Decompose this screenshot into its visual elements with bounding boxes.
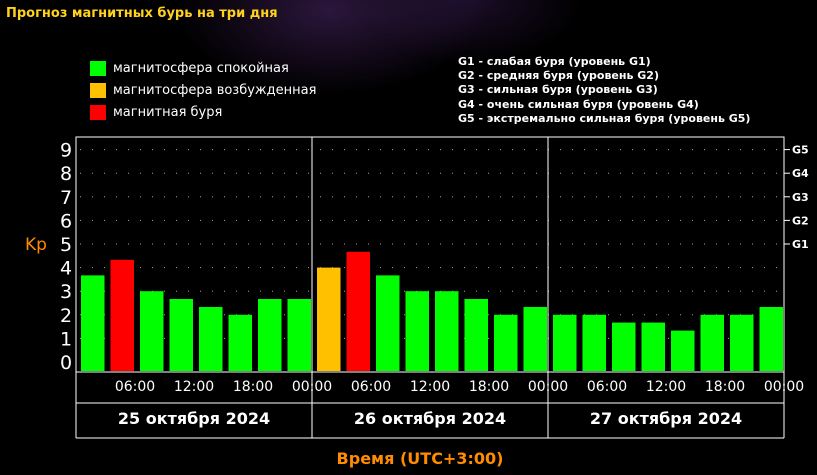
y-tick-label: 7: [60, 187, 72, 209]
x-tick-label: 06:00: [351, 379, 391, 395]
x-tick-label: 06:00: [587, 379, 627, 395]
x-tick-label: 12:00: [646, 379, 686, 395]
legend-item-storm: магнитная буря: [90, 101, 316, 123]
kp-bar: [169, 298, 193, 371]
legend-label-storm: магнитная буря: [113, 104, 223, 120]
page-title: Прогноз магнитных бурь на три дня: [6, 6, 278, 21]
x-tick-label: 06:00: [115, 379, 155, 395]
kp-bar: [140, 291, 164, 371]
kp-bar: [258, 298, 282, 371]
y-tick-label: 5: [60, 234, 72, 256]
y-tick-label: 4: [60, 258, 72, 280]
kp-bar: [553, 314, 577, 371]
legend-swatch-active: [90, 82, 106, 98]
kp-bar: [582, 314, 606, 371]
kp-bar: [494, 314, 518, 371]
kp-bar: [464, 298, 488, 371]
kp-bar: [641, 322, 665, 371]
kp-bar: [199, 307, 223, 371]
g-level-label: G2: [792, 214, 809, 227]
kp-bar: [346, 251, 370, 371]
y-axis-label: Kp: [25, 235, 47, 255]
y-tick-label: 8: [60, 163, 72, 185]
kp-bar: [435, 291, 459, 371]
legend-item-active: магнитосфера возбужденная: [90, 79, 316, 101]
legend-item-quiet: магнитосфера спокойная: [90, 57, 316, 79]
kp-bar: [523, 307, 547, 371]
storm-level-legend: G1 - слабая буря (уровень G1) G2 - средн…: [458, 55, 750, 126]
storm-level-g3: G3 - сильная буря (уровень G3): [458, 83, 658, 97]
legend-label-active: магнитосфера возбужденная: [113, 82, 317, 98]
g-level-label: G4: [792, 167, 809, 180]
g-level-label: G5: [792, 144, 809, 157]
y-tick-label: 6: [60, 210, 72, 232]
status-legend: магнитосфера спокойная магнитосфера возб…: [90, 57, 316, 123]
storm-level-g5: G5 - экстремально сильная буря (уровень …: [458, 111, 751, 125]
kp-bar: [730, 314, 754, 371]
kp-bar: [81, 275, 105, 371]
kp-bar: [759, 307, 783, 371]
legend-swatch-quiet: [90, 60, 106, 76]
kp-bar: [228, 314, 252, 371]
g-level-label: G3: [792, 191, 809, 204]
x-tick-label: 18:00: [705, 379, 745, 395]
y-tick-label: 9: [60, 140, 72, 162]
day-label: 25 октября 2024: [118, 409, 270, 428]
kp-bar: [317, 267, 341, 371]
g-level-label: G1: [792, 238, 809, 251]
kp-bar: [405, 291, 429, 371]
x-tick-label: 12:00: [410, 379, 450, 395]
kp-bar: [612, 322, 636, 371]
y-tick-label: 3: [60, 281, 72, 303]
x-tick-label: 18:00: [469, 379, 509, 395]
y-tick-label: 1: [60, 328, 72, 350]
y-tick-label: 2: [60, 305, 72, 327]
storm-level-g1: G1 - слабая буря (уровень G1): [458, 55, 651, 68]
day-label: 27 октября 2024: [590, 409, 742, 428]
legend-label-quiet: магнитосфера спокойная: [113, 60, 289, 76]
kp-bar: [287, 298, 311, 371]
kp-bar: [671, 330, 695, 371]
storm-level-g4: G4 - очень сильная буря (уровень G4): [458, 97, 699, 111]
x-tick-label: 18:00: [233, 379, 273, 395]
storm-level-g2: G2 - средняя буря (уровень G2): [458, 69, 659, 83]
x-tick-label: 12:00: [174, 379, 214, 395]
x-axis-label: Время (UTC+3:00): [337, 449, 504, 468]
day-label: 26 октября 2024: [354, 409, 506, 428]
kp-bar: [700, 314, 724, 371]
kp-bar: [110, 259, 134, 371]
y-tick-label: 0: [60, 352, 72, 374]
kp-bar: [376, 275, 400, 371]
legend-swatch-storm: [90, 104, 106, 120]
